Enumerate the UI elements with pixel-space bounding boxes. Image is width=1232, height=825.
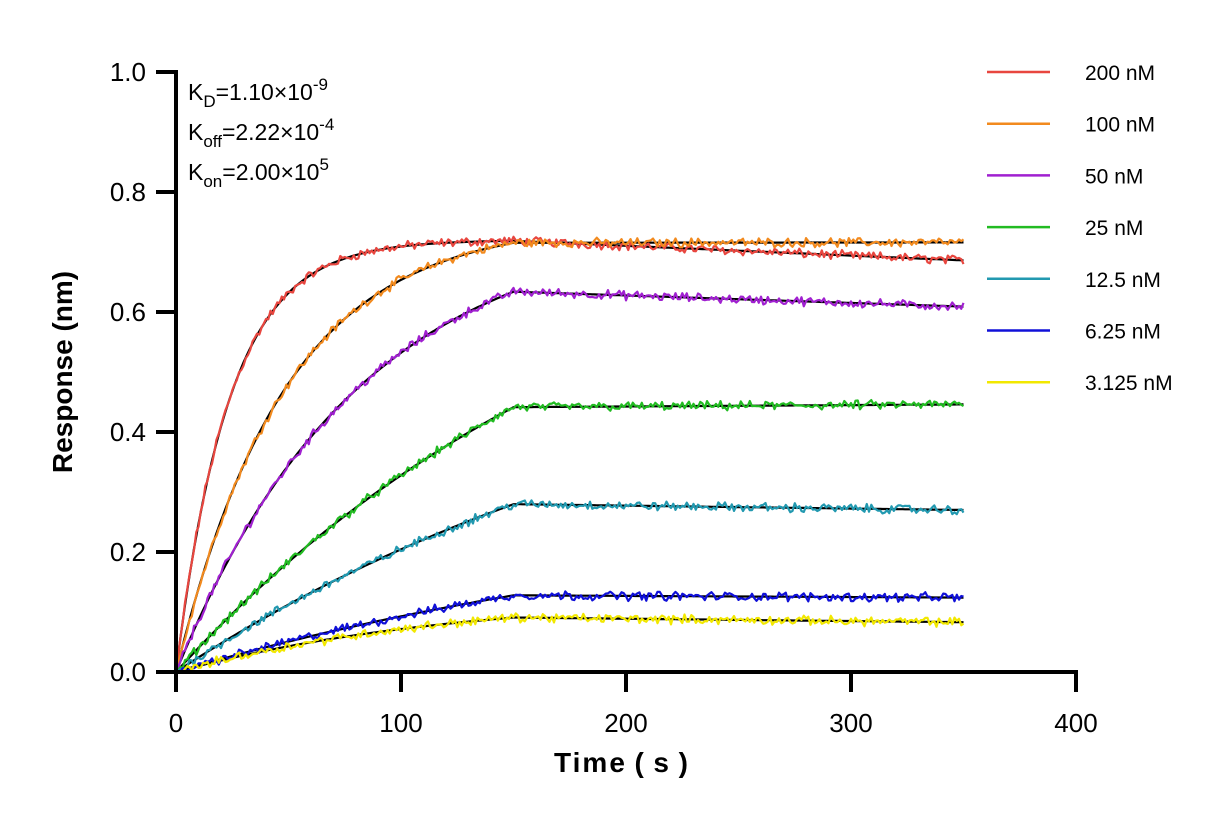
x-axis-title: Time ( s ): [554, 747, 690, 778]
y-tick-label: 0.6: [110, 297, 146, 327]
legend-label: 200 nM: [1085, 62, 1155, 85]
fit-curves: [174, 239, 964, 674]
legend: 200 nM 100 nM 50 nM 25 nM 12.5 nM 6.25 nM 3.12…: [987, 62, 1173, 395]
legend-label: 50 nM: [1085, 165, 1143, 188]
trace-12-5-nM: [175, 499, 965, 673]
fit-25-nM: [175, 403, 964, 673]
kinetic-constants: KD=1.10×10-9 Koff=2.22×10-4 Kon=2.00×105: [188, 75, 334, 191]
sensorgram-traces: [174, 235, 965, 674]
x-tick-label: 300: [829, 708, 872, 738]
y-tick-label: 0.2: [110, 537, 146, 567]
x-tick-label: 400: [1054, 708, 1097, 738]
y-tick-label: 1.0: [110, 57, 146, 87]
fit-50-nM: [174, 290, 964, 673]
trace-25-nM: [175, 399, 965, 673]
x-tick-label: 0: [169, 708, 183, 738]
legend-label: 6.25 nM: [1085, 321, 1161, 344]
y-tick-label: 0.4: [110, 417, 146, 447]
legend-label: 25 nM: [1085, 217, 1143, 240]
axes: 0 100 200 300 400 0.0 0.2 0.4 0.6 0.8 1.0: [110, 57, 1098, 738]
trace-3-125-nM: [175, 612, 965, 674]
y-tick-label: 0.8: [110, 177, 146, 207]
legend-label: 3.125 nM: [1085, 372, 1173, 395]
x-tick-label: 200: [604, 708, 647, 738]
trace-50-nM: [174, 286, 965, 673]
legend-label: 100 nM: [1085, 114, 1155, 137]
trace-200-nM: [174, 235, 965, 673]
legend-label: 12.5 nM: [1085, 269, 1161, 292]
fit-6-25-nM: [175, 594, 964, 674]
x-tick-label: 100: [379, 708, 422, 738]
kinetic-constant: KD=1.10×10-9: [188, 75, 328, 111]
trace-6-25-nM: [175, 590, 964, 674]
kinetic-constant: Koff=2.22×10-4: [188, 115, 334, 151]
y-axis-title: Response (nm): [47, 271, 78, 473]
trace-100-nM: [174, 236, 965, 673]
fit-3-125-nM: [175, 616, 964, 674]
kinetic-constant: Kon=2.00×105: [188, 155, 329, 191]
y-tick-label: 0.0: [110, 657, 146, 687]
